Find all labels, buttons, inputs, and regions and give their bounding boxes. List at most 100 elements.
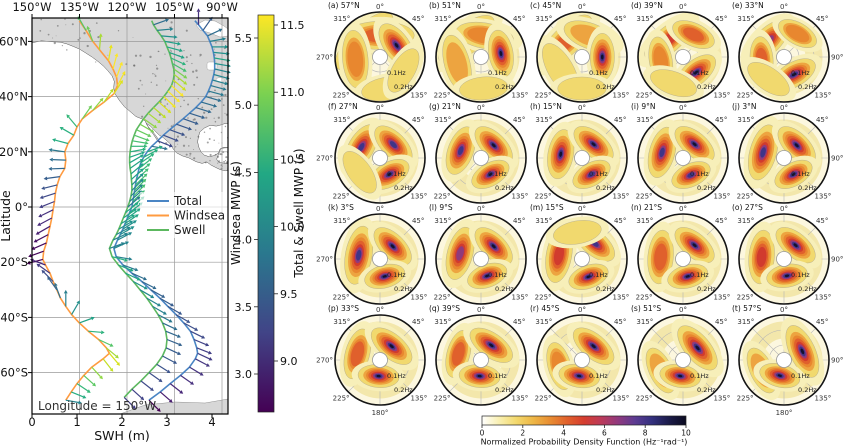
polar-plot-k: (k) 3°S 0° 45° 135° 225° 315° 270° 0.1Hz 0.2Hz: [316, 203, 427, 305]
spectral-lobe: [499, 51, 503, 56]
arrow-head: [152, 285, 157, 290]
speckle: [156, 67, 159, 70]
angle-label-315: 315°: [737, 15, 754, 23]
freq-label-02hz: 0.2Hz: [798, 184, 817, 192]
arrow-head: [138, 184, 143, 189]
angle-label-45: 45°: [715, 116, 727, 124]
spectral-lobe: [394, 43, 399, 48]
arrow-head: [144, 168, 149, 173]
freq-label-02hz: 0.2Hz: [495, 83, 514, 91]
speckle: [55, 35, 57, 37]
outer-circle: [637, 11, 729, 103]
wave-direction-arrow: [98, 338, 111, 346]
arrow-head: [121, 242, 125, 246]
angle-label-45: 45°: [513, 217, 525, 225]
speckle: [40, 18, 42, 21]
pdf-tick-label: 6: [602, 429, 607, 438]
angle-label-270: 270°: [316, 54, 333, 62]
angle-label-135: 135°: [410, 91, 427, 99]
wave-direction-arrow: [195, 107, 209, 112]
arrow-head: [162, 114, 167, 119]
wave-direction-arrow: [83, 374, 94, 385]
axes-frame: [31, 17, 229, 415]
arrow-head: [33, 239, 38, 243]
arrow-head: [148, 158, 153, 162]
low-frequency-hole: [574, 49, 590, 65]
subplot-title: (s) 51°S: [631, 304, 661, 313]
wave-direction-arrow: [129, 160, 142, 169]
arrow-head: [180, 55, 185, 59]
wave-direction-arrow: [116, 64, 122, 78]
wave-direction-arrow: [193, 338, 207, 346]
mwp-colorbar: 5.5 5.0 4.5 4.0 3.5 3.0 11.5 11.0 10.5 10.0 9.5 9.0…: [229, 14, 306, 413]
arrow-head: [169, 27, 174, 32]
wave-direction-arrow: [107, 47, 112, 61]
spectral-lobe: [760, 147, 766, 158]
arrow-head: [220, 92, 225, 97]
polar-plot-g: (g) 21°N 0° 45° 135° 225° 315° 0.1Hz 0.2Hz: [429, 102, 528, 204]
arrow-head: [28, 253, 33, 258]
speckle: [217, 160, 221, 163]
speckle: [185, 136, 187, 139]
wave-direction-arrow: [109, 243, 122, 249]
speckle: [154, 73, 156, 75]
wave-direction-arrow: [213, 51, 227, 55]
speckle: [210, 108, 213, 110]
wave-direction-arrow: [212, 79, 226, 84]
speckle: [132, 37, 134, 38]
wave-direction-arrow: [182, 118, 196, 124]
angle-label-315: 315°: [333, 318, 350, 326]
speckle: [53, 41, 56, 45]
windsea-mwp-tick: 5.0: [235, 99, 253, 112]
angle-label-135: 135°: [814, 91, 831, 99]
spectral-lobe: [587, 171, 596, 178]
angle-label-0: 0°: [578, 3, 586, 11]
outer-circle: [536, 112, 628, 204]
arrow-head: [218, 28, 223, 33]
freq-label-02hz: 0.2Hz: [596, 386, 615, 394]
spectral-lobe: [350, 341, 365, 367]
freq-label-01hz: 0.1Hz: [791, 69, 810, 77]
wave-direction-arrow: [40, 217, 53, 225]
arrow-head: [88, 105, 92, 110]
wave-direction-arrow: [166, 46, 180, 51]
wave-direction-arrow: [129, 192, 140, 202]
angle-label-0: 0°: [376, 205, 384, 213]
swh-tick-label: 0: [28, 415, 35, 429]
freq-label-01hz: 0.1Hz: [791, 271, 810, 279]
wave-direction-arrow: [169, 383, 181, 393]
low-frequency-hole: [675, 150, 691, 166]
longitude-tick-label: 90°W: [206, 0, 238, 14]
speckle: [193, 157, 196, 160]
speckle: [209, 153, 212, 157]
antarctica-coast: [119, 398, 228, 414]
angle-label-225: 225°: [535, 192, 552, 200]
wave-direction-arrow: [129, 152, 143, 158]
outer-circle: [334, 213, 426, 305]
speckle: [189, 54, 192, 56]
wave-direction-arrow: [170, 57, 184, 65]
angle-label-135: 135°: [612, 192, 629, 200]
speckle: [139, 54, 142, 57]
polar-plot-b: (b) 51°N 0° 45° 135° 225° 315° 0.1Hz 0.2Hz: [429, 1, 528, 103]
arrow-head: [167, 109, 172, 114]
outer-circle: [536, 314, 628, 406]
freq-label-02hz: 0.2Hz: [697, 83, 716, 91]
wave-direction-arrow: [88, 330, 102, 333]
arrow-head: [48, 148, 53, 152]
arrow-head: [139, 163, 144, 167]
wave-direction-arrow: [91, 366, 101, 378]
spectral-lobe: [747, 62, 790, 97]
arrow-head: [164, 146, 168, 151]
outer-circle: [334, 112, 426, 204]
windsea-mwp-colorbar-title: Windsea MWP (s): [229, 161, 243, 265]
wave-direction-arrow: [189, 112, 203, 118]
arrow-head: [196, 8, 201, 12]
speckle: [133, 64, 135, 67]
speckle: [150, 81, 152, 83]
angle-label-315: 315°: [737, 217, 754, 225]
angle-label-315: 315°: [535, 217, 552, 225]
wave-direction-arrow: [133, 134, 147, 141]
wave-direction-arrow: [196, 347, 210, 354]
wave-direction-arrow: [164, 40, 178, 45]
